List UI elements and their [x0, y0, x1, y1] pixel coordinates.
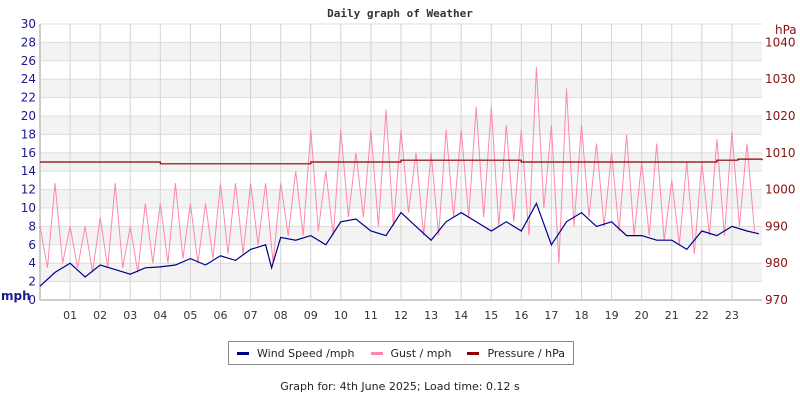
left-tick-label: 28	[21, 35, 36, 49]
series-line-wind	[39, 201, 760, 287]
left-tick-label: 18	[21, 127, 36, 141]
x-tick-label: 14	[454, 309, 468, 322]
left-tick-label: 30	[21, 17, 36, 31]
x-tick-label: 18	[575, 309, 589, 322]
left-tick-label: 14	[21, 164, 36, 178]
x-tick-label: 02	[93, 309, 107, 322]
x-tick-label: 03	[123, 309, 137, 322]
right-tick-label: 1020	[765, 109, 796, 123]
left-tick-label: 4	[28, 256, 36, 270]
right-tick-label: 1040	[765, 35, 796, 49]
right-tick-label: 970	[765, 293, 788, 307]
left-tick-label: 6	[28, 238, 36, 252]
legend-label: Pressure / hPa	[487, 346, 565, 360]
x-tick-label: 22	[695, 309, 709, 322]
x-tick-label: 05	[183, 309, 197, 322]
chart-title: Daily graph of Weather	[327, 7, 473, 20]
x-tick-label: 17	[544, 309, 558, 322]
left-tick-label: 2	[28, 275, 36, 289]
x-tick-label: 21	[665, 309, 679, 322]
left-tick-label: 10	[21, 201, 36, 215]
left-tick-label: 24	[21, 72, 36, 86]
x-tick-label: 19	[605, 309, 619, 322]
legend-label: Wind Speed /mph	[257, 346, 355, 360]
series-line-gust	[39, 67, 755, 273]
left-tick-label: 0	[28, 293, 36, 307]
footer-status: Graph for: 4th June 2025; Load time: 0.1…	[280, 380, 520, 393]
left-tick-label: 20	[21, 109, 36, 123]
left-tick-label: 22	[21, 91, 36, 105]
x-tick-label: 13	[424, 309, 438, 322]
wind-swatch	[237, 352, 249, 355]
x-tick-label: 11	[364, 309, 378, 322]
legend-label: Gust / mph	[390, 346, 452, 360]
legend-item-gust: Gust / mph	[370, 346, 452, 360]
x-tick-label: 08	[274, 309, 288, 322]
left-tick-label: 16	[21, 146, 36, 160]
series-line-pressure	[40, 158, 763, 165]
legend: Wind Speed /mph Gust / mph Pressure / hP…	[228, 341, 574, 365]
left-tick-label: 26	[21, 54, 36, 68]
x-tick-label: 16	[514, 309, 528, 322]
x-tick-label: 12	[394, 309, 408, 322]
x-tick-label: 10	[334, 309, 348, 322]
gust-swatch	[370, 352, 383, 355]
pressure-swatch	[467, 352, 480, 355]
x-tick-label: 23	[725, 309, 739, 322]
right-tick-label: 1030	[765, 72, 796, 86]
x-tick-label: 01	[63, 309, 77, 322]
right-tick-label: 1010	[765, 146, 796, 160]
right-tick-label: 1000	[765, 183, 796, 197]
x-tick-label: 06	[214, 309, 228, 322]
x-tick-label: 09	[304, 309, 318, 322]
x-tick-label: 20	[635, 309, 649, 322]
legend-item-pressure: Pressure / hPa	[467, 347, 565, 360]
legend-item-wind: Wind Speed /mph	[237, 347, 355, 360]
x-tick-label: 04	[153, 309, 167, 322]
right-axis-label: hPa	[775, 23, 797, 37]
left-tick-label: 12	[21, 183, 36, 197]
x-tick-label: 15	[484, 309, 498, 322]
x-tick-label: 07	[244, 309, 258, 322]
right-tick-label: 980	[765, 256, 788, 270]
right-tick-label: 990	[765, 219, 788, 233]
left-axis-label: mph	[1, 289, 31, 303]
left-tick-label: 8	[28, 219, 36, 233]
